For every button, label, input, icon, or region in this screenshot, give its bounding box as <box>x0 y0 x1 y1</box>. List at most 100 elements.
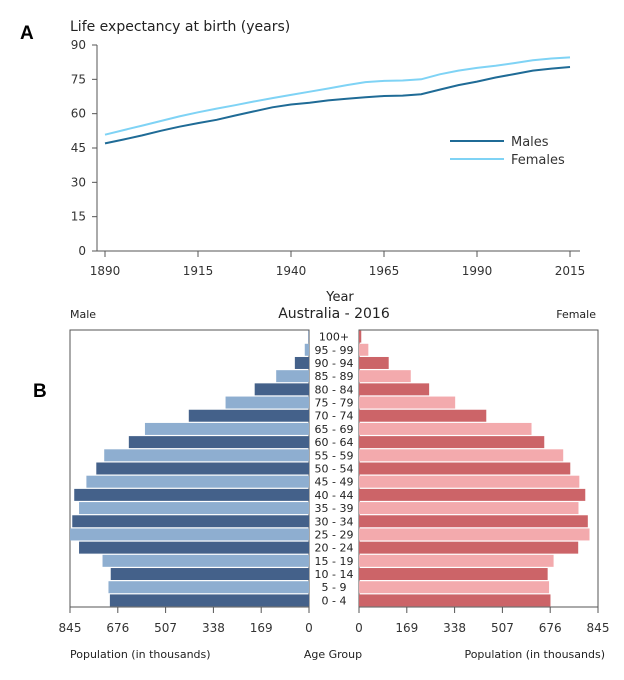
y-tick-label: 60 <box>71 107 86 121</box>
female-bar <box>359 383 430 396</box>
female-bar <box>359 515 588 528</box>
male-bar <box>108 581 309 594</box>
male-bar <box>144 422 309 435</box>
panel-label-a: A <box>20 23 34 44</box>
x-tick-label: 1965 <box>369 264 400 278</box>
age-group-label: 5 - 9 <box>322 581 347 594</box>
age-group-label: 65 - 69 <box>315 423 354 436</box>
x-tick-label: 1915 <box>183 264 214 278</box>
x-tick-label: 1890 <box>90 264 121 278</box>
female-bar <box>359 370 411 383</box>
male-bar <box>104 449 309 462</box>
female-x-tick-label: 507 <box>491 621 514 635</box>
pyramid-male-label: Male <box>70 308 96 321</box>
age-group-label: 90 - 94 <box>315 357 354 370</box>
female-bar <box>359 541 579 554</box>
male-bar <box>102 554 309 567</box>
y-tick-label: 0 <box>78 244 86 258</box>
female-bar <box>359 356 389 369</box>
male-bar <box>110 568 309 581</box>
male-bar <box>304 343 309 356</box>
male-bar <box>128 436 309 449</box>
x-tick-label: 2015 <box>555 264 586 278</box>
female-bar <box>359 594 551 607</box>
male-bar <box>70 528 309 541</box>
y-tick-label: 45 <box>71 141 86 155</box>
age-group-label: 25 - 29 <box>315 528 354 541</box>
male-bar <box>225 396 309 409</box>
age-group-label: 55 - 59 <box>315 449 354 462</box>
female-bar <box>359 436 545 449</box>
y-tick-label: 30 <box>71 175 86 189</box>
female-x-tick-label: 0 <box>355 621 363 635</box>
male-x-tick-label: 338 <box>202 621 225 635</box>
line-chart-xlabel: Year <box>325 290 354 305</box>
age-group-label: 75 - 79 <box>315 397 354 410</box>
y-tick-label: 75 <box>71 72 86 86</box>
age-group-label: 95 - 99 <box>315 344 354 357</box>
female-bar <box>359 330 362 343</box>
male-x-tick-label: 845 <box>59 621 82 635</box>
pyramid-title: Australia - 2016 <box>278 306 390 322</box>
female-x-tick-label: 676 <box>539 621 562 635</box>
legend-label-females: Females <box>511 153 565 168</box>
age-group-label: 100+ <box>319 331 349 344</box>
series-line-males <box>104 66 571 145</box>
male-bar <box>72 515 309 528</box>
female-bar <box>359 462 571 475</box>
pyramid-female-label: Female <box>556 308 596 321</box>
age-group-label: 0 - 4 <box>322 594 347 607</box>
female-x-tick-label: 169 <box>395 621 418 635</box>
female-bar <box>359 396 456 409</box>
male-bar <box>96 462 309 475</box>
female-bar <box>359 554 554 567</box>
female-bar <box>359 475 580 488</box>
age-group-label: 85 - 89 <box>315 370 354 383</box>
age-group-label: 80 - 84 <box>315 383 354 396</box>
legend-label-males: Males <box>511 135 549 150</box>
age-group-label: 35 - 39 <box>315 502 354 515</box>
pyramid-left-xlabel: Population (in thousands) <box>70 648 211 661</box>
male-bar <box>254 383 309 396</box>
line-chart: 0 15 30 45 60 75 90 1890 1915 1940 1965 1990 2015 Mal… <box>71 38 586 278</box>
male-x-tick-label: 169 <box>250 621 273 635</box>
x-tick-label: 1990 <box>462 264 493 278</box>
series-line-females <box>104 56 571 136</box>
male-bar <box>276 370 309 383</box>
age-group-label: 10 - 14 <box>315 568 354 581</box>
female-bar <box>359 422 532 435</box>
age-group-label: 20 - 24 <box>315 542 354 555</box>
female-bar <box>359 488 586 501</box>
y-tick-label: 90 <box>71 38 86 52</box>
line-chart-ylabel: Life expectancy at birth (years) <box>70 19 290 35</box>
male-bar <box>294 356 309 369</box>
female-bar <box>359 568 548 581</box>
female-bar <box>359 343 369 356</box>
y-tick-label: 15 <box>71 210 86 224</box>
female-bar <box>359 409 487 422</box>
male-bar <box>109 594 309 607</box>
female-bar <box>359 449 564 462</box>
age-group-label: 60 - 64 <box>315 436 354 449</box>
age-group-label: 15 - 19 <box>315 555 354 568</box>
male-bar <box>79 502 309 515</box>
male-bar <box>188 409 309 422</box>
male-bar <box>86 475 310 488</box>
female-x-tick-label: 338 <box>443 621 466 635</box>
age-group-label: 40 - 44 <box>315 489 354 502</box>
male-x-tick-label: 0 <box>305 621 313 635</box>
age-group-label: 70 - 74 <box>315 410 354 423</box>
male-bar <box>74 488 310 501</box>
male-x-tick-label: 507 <box>154 621 177 635</box>
panel-label-b: B <box>33 381 47 402</box>
age-group-label: 45 - 49 <box>315 476 354 489</box>
female-bar <box>359 502 579 515</box>
pyramid-center-label: Age Group <box>304 648 362 661</box>
x-tick-label: 1940 <box>276 264 307 278</box>
female-x-tick-label: 845 <box>587 621 610 635</box>
male-bar <box>79 541 309 554</box>
age-group-label: 30 - 34 <box>315 515 354 528</box>
male-x-tick-label: 676 <box>106 621 129 635</box>
